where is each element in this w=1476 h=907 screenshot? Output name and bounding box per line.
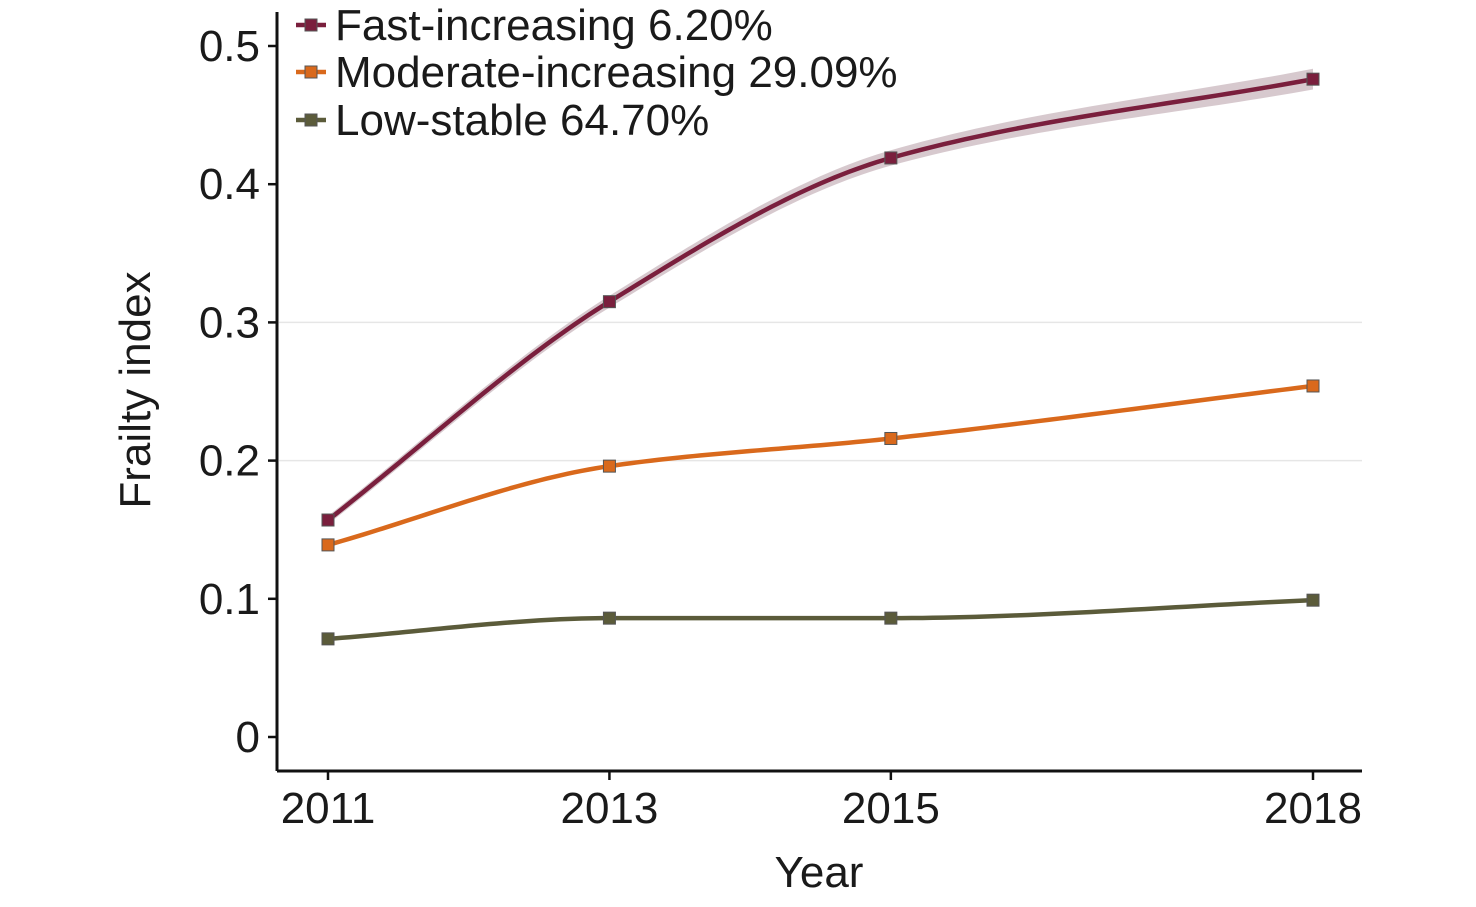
- legend-label: Fast-increasing 6.20%: [335, 1, 773, 50]
- series-1: [321, 379, 1320, 552]
- legend-swatch-marker: [304, 113, 318, 127]
- data-point: [884, 431, 898, 445]
- y-axis-ticks: 0 0.1 0.2 0.3 0.4 0.5: [199, 22, 277, 762]
- data-point: [321, 538, 335, 552]
- y-tick-label: 0.1: [199, 575, 260, 624]
- data-point: [1306, 379, 1320, 393]
- x-tick-label: 2018: [1264, 784, 1362, 833]
- series-2: [321, 593, 1320, 646]
- legend-label: Low-stable 64.70%: [335, 96, 709, 145]
- y-tick-label: 0.4: [199, 160, 260, 209]
- y-tick-label: 0.3: [199, 298, 260, 347]
- legend-swatch-marker: [304, 65, 318, 79]
- x-tick-label: 2013: [560, 784, 658, 833]
- grid-lines: [279, 321, 1362, 462]
- legend-label: Moderate-increasing 29.09%: [335, 48, 898, 97]
- legend-item: Moderate-increasing 29.09%: [296, 48, 898, 97]
- data-point: [602, 611, 616, 625]
- y-axis-title: Frailty index: [111, 271, 160, 508]
- legend-swatch-marker: [304, 18, 318, 32]
- x-axis-ticks: 2011 2013 2015 2018: [281, 771, 1362, 833]
- data-point: [884, 611, 898, 625]
- y-tick-label: 0: [236, 713, 260, 762]
- series-line: [325, 383, 1316, 548]
- data-point: [602, 295, 616, 309]
- series-0: [321, 68, 1320, 527]
- x-axis-title: Year: [775, 848, 864, 897]
- legend-item: Low-stable 64.70%: [296, 96, 709, 145]
- data-point: [602, 459, 616, 473]
- x-tick-label: 2015: [842, 784, 940, 833]
- legend: Fast-increasing 6.20%Moderate-increasing…: [296, 1, 898, 145]
- series-layer: [321, 68, 1320, 646]
- y-tick-label: 0.2: [199, 437, 260, 486]
- series-line: [325, 76, 1316, 523]
- series-line: [325, 597, 1316, 642]
- legend-item: Fast-increasing 6.20%: [296, 1, 773, 50]
- data-point: [321, 513, 335, 527]
- y-tick-label: 0.5: [199, 22, 260, 71]
- data-point: [1306, 72, 1320, 86]
- data-point: [321, 632, 335, 646]
- data-point: [884, 151, 898, 165]
- data-point: [1306, 593, 1320, 607]
- x-tick-label: 2011: [281, 784, 376, 833]
